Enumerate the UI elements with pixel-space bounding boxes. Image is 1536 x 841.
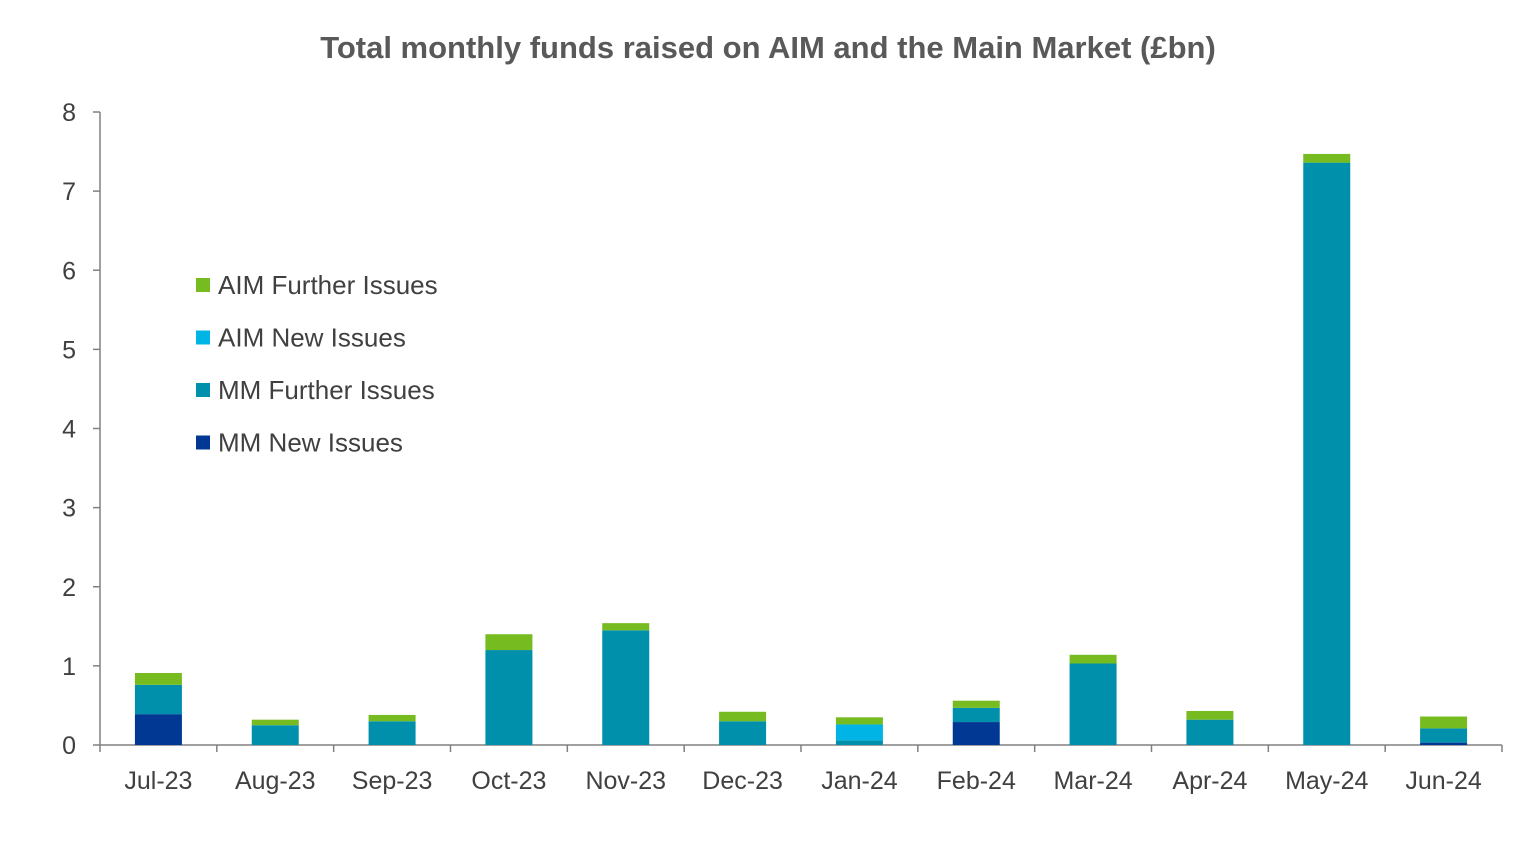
chart-title: Total monthly funds raised on AIM and th…	[320, 30, 1216, 65]
y-tick-label: 3	[62, 495, 76, 523]
bar-segment-mm-new-issues	[952, 722, 1000, 745]
bar-segment-mm-further-issues	[719, 721, 767, 745]
y-tick-label: 0	[62, 732, 76, 760]
bar-segment-mm-new-issues	[1420, 742, 1468, 745]
y-tick-label: 6	[62, 257, 76, 285]
bar-segment-mm-further-issues	[1303, 162, 1351, 745]
y-tick-label: 8	[62, 99, 76, 127]
y-tick-label: 5	[62, 336, 76, 364]
x-tick-label: Apr-24	[1172, 767, 1247, 795]
x-tick-label: Sep-23	[352, 767, 433, 795]
legend-swatch	[196, 330, 210, 345]
bar-segment-aim-further-issues	[952, 700, 1000, 708]
legend-item: MM Further Issues	[196, 375, 435, 405]
bar-segment-aim-further-issues	[1069, 654, 1117, 664]
x-tick-label: Jun-24	[1405, 767, 1482, 795]
bar-segment-mm-further-issues	[1186, 719, 1234, 745]
bar-segment-mm-further-issues	[1069, 663, 1117, 745]
y-tick-label: 1	[62, 653, 76, 681]
legend: AIM Further Issues AIM New Issues MM Furth…	[196, 270, 438, 458]
bar-segment-aim-further-issues	[251, 719, 299, 726]
bar-segment-aim-further-issues	[485, 634, 533, 651]
y-axis: 0 1 2 3 4 5 6 7 8	[62, 99, 101, 760]
bar-segment-aim-further-issues	[719, 711, 767, 722]
bar-segment-aim-new-issues	[835, 724, 883, 741]
bar-segment-aim-further-issues	[835, 717, 883, 725]
x-tick-label: Feb-24	[937, 767, 1016, 795]
bar-segment-aim-further-issues	[134, 672, 182, 685]
bar-segment-mm-further-issues	[952, 707, 1000, 723]
bar-segment-aim-further-issues	[602, 623, 650, 631]
legend-swatch	[196, 435, 210, 450]
legend-swatch	[196, 383, 210, 397]
bar-segment-aim-further-issues	[1186, 710, 1234, 720]
bar-segment-mm-further-issues	[251, 725, 299, 745]
legend-label: AIM Further Issues	[218, 270, 438, 300]
x-tick-label: Dec-23	[702, 767, 783, 795]
legend-item: AIM Further Issues	[196, 270, 438, 300]
x-tick-label: Mar-24	[1053, 767, 1132, 795]
bar-segment-mm-further-issues	[485, 650, 533, 745]
bar-segment-mm-further-issues	[602, 630, 650, 745]
x-tick-label: Aug-23	[235, 767, 316, 795]
bar-segment-aim-further-issues	[1303, 153, 1351, 163]
legend-label: AIM New Issues	[218, 323, 406, 353]
legend-label: MM Further Issues	[218, 375, 435, 405]
y-tick-label: 4	[62, 416, 76, 444]
bar-segment-aim-further-issues	[368, 714, 416, 722]
bar-segment-aim-further-issues	[1420, 716, 1468, 729]
legend-swatch	[196, 278, 210, 292]
bar-segment-mm-further-issues	[134, 684, 182, 715]
bar-segment-mm-further-issues	[835, 740, 883, 745]
x-tick-label: May-24	[1285, 767, 1368, 795]
bar-segment-mm-further-issues	[368, 721, 416, 745]
x-axis: Jul-23 Aug-23 Sep-23 Oct-23 Nov-23 Dec-23 Jan-…	[99, 744, 1503, 795]
bars	[134, 153, 1468, 745]
y-tick-label: 2	[62, 574, 76, 602]
bar-segment-mm-new-issues	[134, 714, 182, 745]
legend-item: MM New Issues	[196, 428, 403, 458]
x-tick-label: Jul-23	[124, 767, 192, 795]
legend-label: MM New Issues	[218, 428, 403, 458]
y-tick-label: 7	[62, 178, 76, 206]
x-tick-label: Nov-23	[585, 767, 666, 795]
legend-item: AIM New Issues	[196, 323, 406, 353]
bar-segment-mm-further-issues	[1420, 728, 1468, 743]
x-tick-label: Oct-23	[471, 767, 546, 795]
x-tick-label: Jan-24	[821, 767, 898, 795]
